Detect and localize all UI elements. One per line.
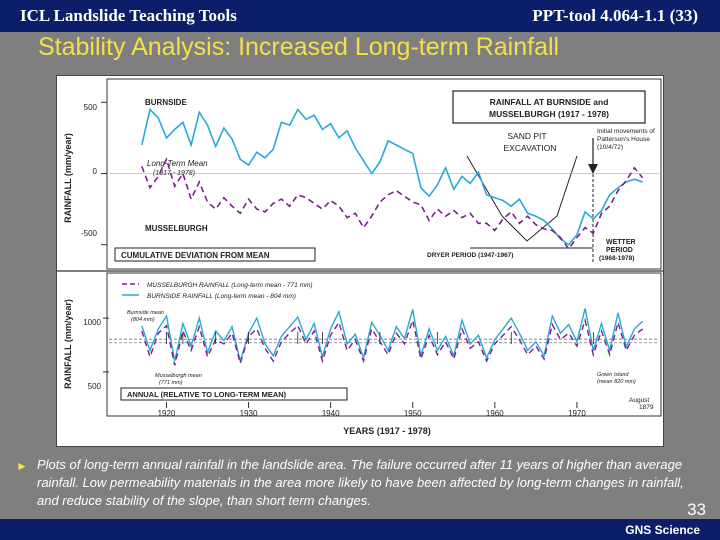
- upper-ytick-500: 500: [84, 103, 98, 112]
- initial-movements-3: (10/4/72): [597, 144, 623, 151]
- slide-title: Stability Analysis: Increased Long-term …: [38, 33, 560, 61]
- sand-pit-bracket: [501, 215, 558, 242]
- cumulative-series-musselburgh: [141, 157, 644, 251]
- green-island-1: Green Island: [597, 372, 629, 378]
- x-tick-label: 1960: [486, 409, 504, 418]
- inset-title-line2: MUSSELBURGH (1917 - 1978): [489, 109, 609, 119]
- lower-ylabel: RAINFALL (mm/year): [63, 299, 73, 389]
- footer-bar: [0, 519, 720, 540]
- green-island-2: (mean 820 mm): [597, 379, 636, 385]
- x-tick-label: 1950: [404, 409, 422, 418]
- sand-pit-label-2: EXCAVATION: [504, 143, 557, 153]
- cumulative-caption: CUMULATIVE DEVIATION FROM MEAN: [121, 251, 270, 260]
- lower-ytick-500: 500: [88, 382, 102, 391]
- upper-ytick-neg500: -500: [81, 229, 98, 238]
- august-label-2: 1879: [639, 404, 654, 411]
- movement-arrowhead: [588, 164, 598, 174]
- dryer-period-label: DRYER PERIOD (1947-1967): [427, 252, 513, 259]
- chart-marks: 1920 1930 1940 1950 1960 1970: [101, 101, 659, 418]
- initial-movements-2: Patterson's House: [597, 136, 650, 143]
- x-tick-label: 1920: [158, 409, 176, 418]
- bullet-arrow-icon: ►: [16, 459, 28, 473]
- legend-burnside: BURNSIDE RAINFALL (Long-term mean - 804 …: [147, 293, 296, 300]
- rainfall-figure: RAINFALL (mm/year) 500 0 -500 BURNSIDE M…: [56, 75, 664, 447]
- lower-panel-frame: [106, 272, 662, 417]
- x-tick-label: 1930: [240, 409, 258, 418]
- annual-series-musselburgh: [141, 317, 644, 366]
- long-term-mean-label: Long-Term Mean: [147, 159, 208, 168]
- wetter-label-3: (1968-1978): [599, 255, 634, 262]
- burnside-label: BURNSIDE: [145, 98, 187, 107]
- musselburgh-label: MUSSELBURGH: [145, 224, 208, 233]
- rainfall-chart: RAINFALL (mm/year) 500 0 -500 BURNSIDE M…: [57, 78, 663, 436]
- upper-ytick-0: 0: [93, 167, 98, 176]
- x-axis-label: YEARS (1917 - 1978): [343, 426, 431, 436]
- musselburgh-mean-1: Musselburgh mean: [155, 373, 202, 379]
- brand-label: GNS Science: [625, 523, 700, 537]
- cumulative-caption-box: [114, 247, 316, 262]
- cumulative-series-burnside: [141, 107, 643, 246]
- annual-caption: ANNUAL (RELATIVE TO LONG-TERM MEAN): [127, 390, 287, 399]
- tool-id: PPT-tool 4.064-1.1 (33): [532, 6, 698, 25]
- annual-caption-box: [120, 387, 348, 401]
- page-number: 33: [687, 500, 706, 519]
- annual-series-burnside: [141, 308, 644, 364]
- sand-pit-label-1: SAND PIT: [507, 131, 546, 141]
- wetter-label-2: PERIOD: [606, 247, 633, 254]
- initial-movements-1: Initial movements of: [597, 128, 655, 135]
- musselburgh-mean-2: (771 mm): [159, 380, 183, 386]
- lower-ytick-1000: 1000: [83, 318, 101, 327]
- inset-title-box: [452, 90, 646, 124]
- burnside-mean-2: (804 mm): [131, 317, 155, 323]
- sand-pit-right-arrow: [556, 155, 578, 217]
- wetter-label-1: WETTER: [606, 239, 636, 246]
- slide-caption: Plots of long-term annual rainfall in th…: [37, 457, 684, 508]
- x-tick-label: 1970: [568, 409, 586, 418]
- legend-musselburgh: MUSSELBURGH RAINFALL (Long-term mean - 7…: [147, 282, 313, 289]
- inset-title-line1: RAINFALL AT BURNSIDE and: [490, 97, 609, 107]
- burnside-mean-1: Burnside mean: [127, 310, 164, 316]
- x-tick-label: 1940: [322, 409, 340, 418]
- sand-pit-left-arrow: [466, 155, 503, 217]
- course-title: ICL Landslide Teaching Tools: [20, 6, 237, 25]
- upper-ylabel: RAINFALL (mm/year): [63, 133, 73, 223]
- august-label-1: August: [629, 397, 649, 404]
- header-bar: ICL Landslide Teaching Tools PPT-tool 4.…: [0, 0, 720, 32]
